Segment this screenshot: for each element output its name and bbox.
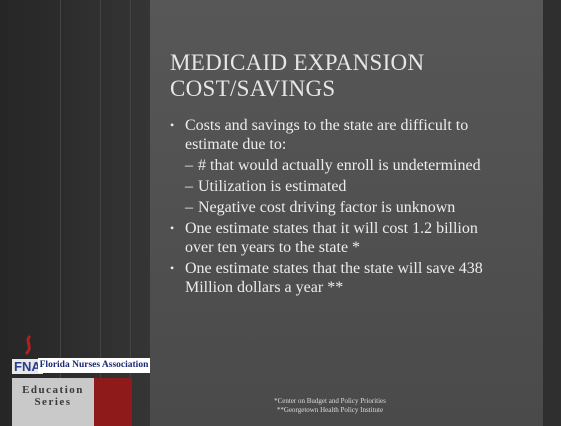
bullet: Costs and savings to the state are diffi… [170, 116, 510, 154]
decor-line [60, 0, 61, 426]
decor-line [130, 0, 131, 426]
logo-name: Florida Nurses Association [38, 358, 150, 373]
footnote: **Georgetown Health Policy Institute [276, 406, 384, 414]
bullet-list: Costs and savings to the state are diffi… [170, 116, 510, 299]
footnotes: *Center on Budget and Policy Priorities *… [220, 397, 440, 415]
left-band [0, 0, 150, 426]
footnote: *Center on Budget and Policy Priorities [274, 397, 386, 405]
series-line: Series [34, 396, 72, 408]
logo-red-block [92, 378, 132, 426]
logo-icon [24, 334, 32, 356]
logo-series: Education Series [12, 378, 94, 426]
title-line: MEDICAID EXPANSION [170, 50, 425, 75]
slide-title: MEDICAID EXPANSION COST/SAVINGS [170, 50, 424, 102]
series-line: Education [22, 384, 84, 396]
sub-bullet: # that would actually enroll is undeterm… [170, 156, 510, 175]
sub-bullet: Negative cost driving factor is unknown [170, 198, 510, 217]
bullet: One estimate states that the state will … [170, 259, 510, 297]
decor-line [100, 0, 101, 426]
logo-mark: FNA [12, 359, 43, 374]
bullet: One estimate states that it will cost 1.… [170, 219, 510, 257]
sub-bullet: Utilization is estimated [170, 177, 510, 196]
title-line: COST/SAVINGS [170, 76, 336, 101]
